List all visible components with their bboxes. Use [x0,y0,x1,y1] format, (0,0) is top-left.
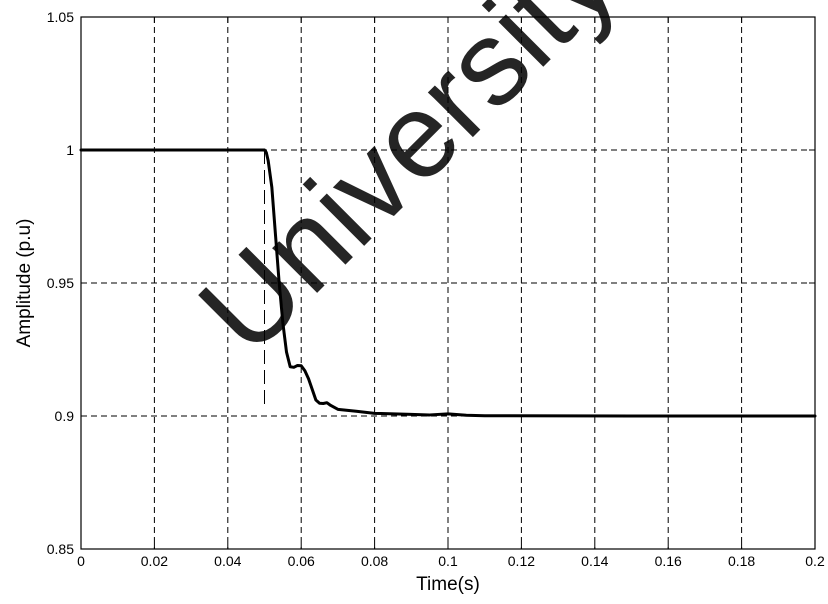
watermark-text: University of [174,0,736,378]
x-tick-label: 0.06 [288,553,315,569]
x-tick-label: 0 [77,553,85,569]
x-tick-label: 0.04 [214,553,241,569]
y-tick-label: 0.95 [47,275,74,291]
y-tick-label: 1.05 [47,9,74,25]
series [79,148,817,418]
series-line [79,148,817,418]
x-tick-label: 0.18 [728,553,755,569]
x-tick-label: 0.02 [141,553,168,569]
x-axis-label: Time(s) [416,574,480,595]
x-tick-label: 0.14 [581,553,608,569]
y-axis-label: Amplitude (p.u) [14,219,35,348]
x-tick-label: 0.12 [508,553,535,569]
x-tick-label: 0.1 [438,553,458,569]
tick-labels: 0 0.02 0.04 0.06 0.08 0.1 0.12 0.14 0.16 0.18 0.2 0… [47,9,825,569]
y-tick-label: 0.85 [47,541,74,557]
x-tick-label: 0.2 [805,553,825,569]
y-tick-label: 0.9 [55,408,75,424]
ticks [80,16,816,550]
x-tick-label: 0.08 [361,553,388,569]
y-tick-label: 1 [66,142,74,158]
watermark: University of [174,0,736,378]
x-tick-label: 0.16 [655,553,682,569]
